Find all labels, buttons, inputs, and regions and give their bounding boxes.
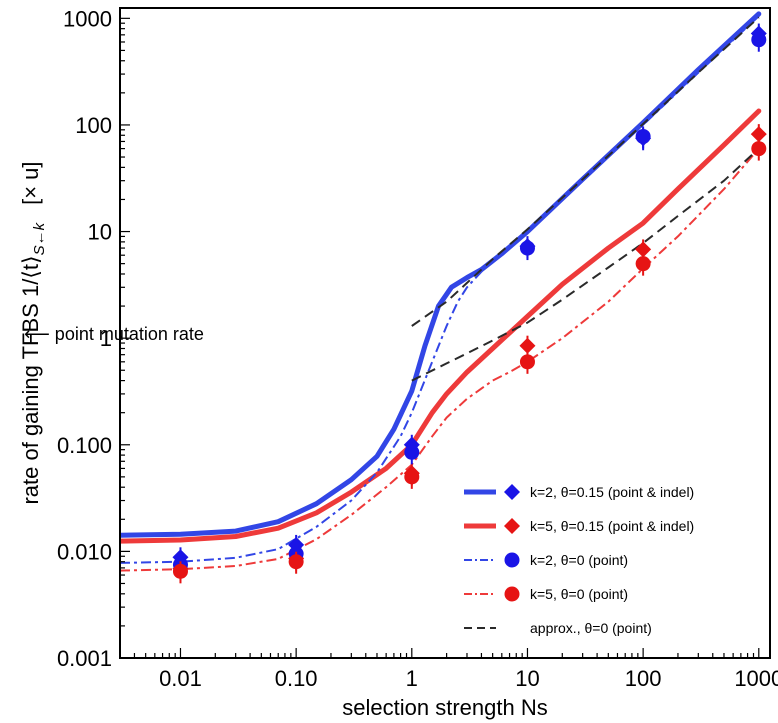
legend-label: k=2, θ=0 (point)	[530, 552, 628, 568]
axis-ticks: 0.01 0.10 1 10 100 1000 0.001 0.010 0.100 1 10 100 1…	[57, 6, 778, 691]
data-point-diamond	[750, 126, 767, 143]
data-point-circle	[751, 141, 767, 157]
svg-text:rate of gaining TFBS 1/⟨t⟩S←k[: rate of gaining TFBS 1/⟨t⟩S←k [× u]	[18, 161, 48, 504]
data-point-circle	[404, 444, 420, 460]
y-axis-title-subscript: S←k	[31, 221, 48, 255]
legend-label: k=5, θ=0 (point)	[530, 586, 628, 602]
annotation-point-mutation-rate: ⟵ point mutation rate	[24, 324, 204, 344]
x-tick-label: 10	[515, 666, 539, 691]
curve-k-5-0-15-point-indel	[120, 108, 762, 544]
y-tick-label: 10	[88, 220, 112, 245]
y-axis-title-unit: [× u]	[18, 161, 43, 204]
data-point-circle	[635, 256, 651, 272]
y-tick-label: 1	[100, 326, 112, 351]
legend: k=2, θ=0.15 (point & indel) k=5, θ=0.15 (…	[464, 484, 694, 636]
data-point-circle	[519, 240, 535, 256]
legend-label: approx., θ=0 (point)	[530, 620, 652, 636]
legend-marker-diamond	[504, 518, 520, 534]
x-tick-label: 0.01	[159, 666, 202, 691]
y-tick-label: 0.001	[57, 646, 112, 671]
data-point-diamond	[635, 241, 652, 258]
x-tick-label: 0.10	[275, 666, 318, 691]
x-axis-title: selection strength Ns	[342, 695, 547, 720]
data-point-circle	[404, 469, 420, 485]
data-point-circle	[519, 354, 535, 370]
curve-approx-secondary	[411, 147, 760, 382]
x-tick-label: 1000	[734, 666, 778, 691]
legend-label: k=2, θ=0.15 (point & indel)	[530, 484, 694, 500]
plot-area	[120, 11, 767, 584]
data-point-circle	[172, 563, 188, 579]
data-point-diamond	[519, 337, 536, 354]
data-point-circle	[751, 32, 767, 48]
y-axis-title-main: rate of gaining TFBS 1/⟨t⟩	[18, 255, 43, 504]
legend-marker-circle	[504, 552, 520, 568]
y-tick-label: 0.100	[57, 433, 112, 458]
y-tick-label: 1000	[63, 6, 112, 31]
y-tick-label: 0.010	[57, 539, 112, 564]
data-point-circle	[288, 554, 304, 570]
curve-approx-0-point	[411, 16, 760, 327]
legend-marker-diamond	[504, 484, 520, 500]
plot-frame	[119, 7, 771, 659]
x-tick-label: 1	[406, 666, 418, 691]
x-tick-label: 100	[625, 666, 662, 691]
y-tick-label: 100	[75, 113, 112, 138]
data-point-circle	[635, 128, 651, 144]
legend-label: k=5, θ=0.15 (point & indel)	[530, 518, 694, 534]
y-axis-title: rate of gaining TFBS 1/⟨t⟩S←k [× u]	[18, 161, 48, 504]
legend-marker-circle	[504, 586, 520, 602]
